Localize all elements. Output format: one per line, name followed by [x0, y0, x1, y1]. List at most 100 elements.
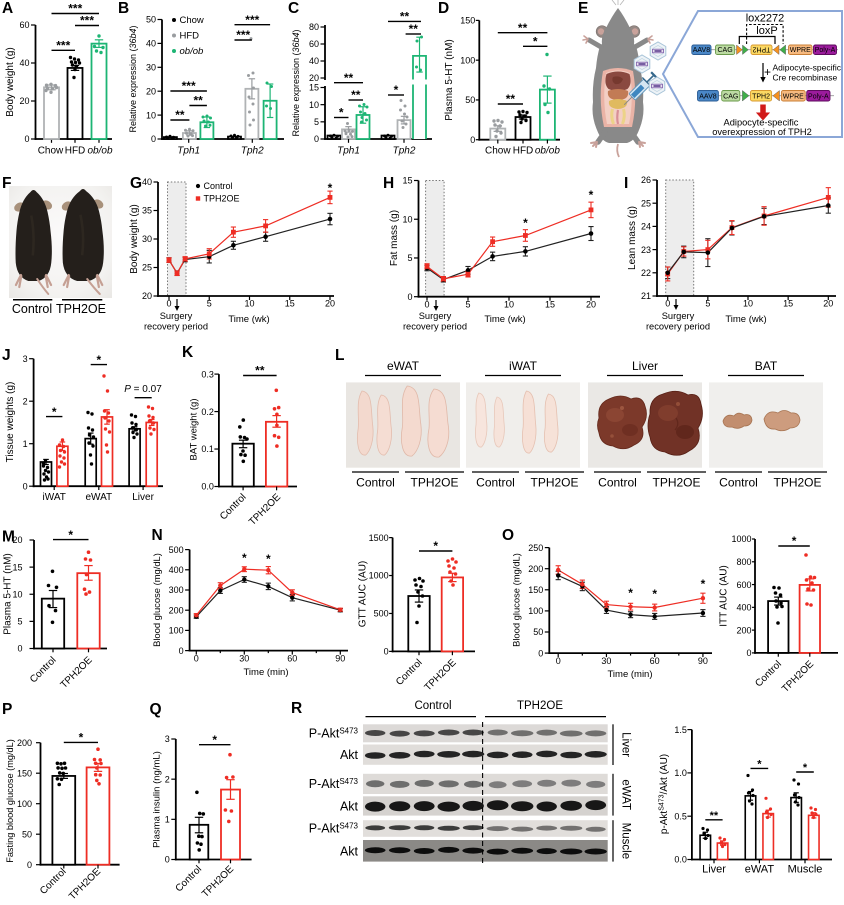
svg-text:Control: Control: [598, 476, 637, 490]
svg-text:CAG: CAG: [723, 94, 738, 101]
svg-text:*: *: [394, 83, 399, 97]
svg-text:Adipocyte-specific: Adipocyte-specific: [773, 63, 842, 73]
svg-text:0: 0: [384, 647, 389, 657]
svg-text:Body weight (g): Body weight (g): [5, 47, 16, 116]
svg-text:0: 0: [314, 134, 319, 144]
svg-text:0: 0: [407, 292, 412, 302]
svg-text:100: 100: [169, 626, 184, 636]
svg-text:0: 0: [424, 300, 429, 310]
svg-text:BAT weight (g): BAT weight (g): [189, 399, 200, 461]
svg-text:20: 20: [309, 73, 319, 83]
svg-text:Time (wk): Time (wk): [725, 314, 766, 325]
svg-text:B: B: [118, 0, 129, 17]
svg-text:Poly-A: Poly-A: [815, 47, 836, 54]
svg-text:*: *: [533, 35, 538, 49]
svg-text:Liver: Liver: [132, 492, 154, 503]
svg-text:Cre recombinase: Cre recombinase: [773, 73, 838, 83]
svg-text:Control: Control: [476, 476, 515, 490]
svg-text:30: 30: [146, 63, 156, 73]
svg-text:R: R: [291, 700, 302, 717]
svg-text:TPH2: TPH2: [752, 45, 770, 52]
svg-text:250: 250: [528, 543, 543, 553]
svg-text:K: K: [182, 344, 194, 361]
svg-text:***: ***: [245, 13, 259, 27]
svg-text:***: ***: [56, 39, 70, 53]
svg-text:D: D: [438, 0, 449, 17]
svg-text:1.0: 1.0: [674, 768, 687, 778]
svg-text:Tph2: Tph2: [393, 146, 416, 157]
svg-text:p-AktS473/Akt (AU): p-AktS473/Akt (AU): [659, 754, 671, 834]
svg-text:15: 15: [402, 176, 412, 186]
svg-text:TPH2: TPH2: [752, 94, 770, 101]
svg-text:Control: Control: [414, 700, 451, 712]
svg-text:1: 1: [165, 815, 170, 825]
svg-text:Chow: Chow: [38, 146, 64, 157]
svg-text:0: 0: [151, 134, 156, 144]
svg-text:200: 200: [17, 738, 32, 748]
svg-text:CAG: CAG: [718, 47, 733, 54]
svg-text:TPH2OE: TPH2OE: [652, 476, 700, 490]
svg-text:*: *: [792, 534, 797, 548]
svg-text:Plasma 5-HT (nM): Plasma 5-HT (nM): [444, 39, 455, 121]
svg-text:60: 60: [287, 654, 297, 664]
svg-text:Liver: Liver: [702, 864, 726, 876]
svg-text:10: 10: [743, 299, 753, 309]
svg-text:10: 10: [504, 300, 514, 310]
svg-text:40: 40: [142, 177, 152, 187]
svg-text:25: 25: [142, 263, 152, 273]
svg-text:O: O: [502, 527, 514, 544]
svg-text:1000: 1000: [369, 571, 389, 581]
svg-text:40: 40: [146, 39, 156, 49]
svg-text:*: *: [266, 552, 271, 566]
svg-text:24: 24: [641, 222, 651, 232]
svg-text:0: 0: [23, 481, 28, 491]
svg-text:L: L: [335, 347, 344, 364]
svg-text:2: 2: [23, 396, 28, 406]
svg-text:eWAT: eWAT: [620, 779, 632, 810]
svg-text:A: A: [2, 0, 13, 17]
svg-text:80: 80: [309, 22, 319, 32]
svg-text:Liver: Liver: [632, 359, 658, 373]
svg-text:20: 20: [586, 300, 596, 310]
svg-text:***: ***: [80, 14, 94, 28]
svg-text:**: **: [400, 10, 410, 24]
svg-text:**: **: [710, 810, 719, 822]
svg-text:0: 0: [538, 648, 543, 658]
svg-text:800: 800: [736, 557, 751, 567]
svg-text:*: *: [79, 731, 84, 745]
svg-text:15: 15: [783, 299, 793, 309]
svg-text:0.0: 0.0: [674, 855, 687, 865]
svg-text:TPH2OE: TPH2OE: [517, 700, 563, 712]
svg-text:5: 5: [17, 617, 22, 627]
svg-text:Blood glucose (mg/dL): Blood glucose (mg/dL): [151, 553, 162, 647]
svg-text:200: 200: [528, 564, 543, 574]
svg-text:TPH2OE: TPH2OE: [410, 476, 458, 490]
svg-text:0: 0: [165, 855, 170, 865]
svg-text:60: 60: [650, 656, 660, 666]
svg-text:**: **: [351, 88, 361, 102]
svg-text:500: 500: [169, 545, 184, 555]
svg-text:1.5: 1.5: [674, 725, 687, 735]
svg-text:0: 0: [17, 644, 22, 654]
svg-text:Control: Control: [356, 476, 395, 490]
svg-text:loxP: loxP: [756, 25, 777, 37]
svg-text:5: 5: [314, 117, 319, 127]
svg-text:Muscle: Muscle: [620, 823, 632, 859]
svg-text:0: 0: [194, 654, 199, 664]
svg-text:P = 0.07: P = 0.07: [124, 384, 162, 395]
svg-text:Tph1: Tph1: [337, 146, 360, 157]
svg-text:26: 26: [641, 175, 651, 185]
svg-text:Lean mass (g): Lean mass (g): [627, 206, 638, 270]
svg-text:10: 10: [12, 589, 22, 599]
svg-text:*: *: [652, 587, 657, 601]
svg-text:100: 100: [460, 55, 475, 65]
svg-text:Akt: Akt: [340, 748, 359, 762]
svg-text:35: 35: [142, 206, 152, 216]
svg-text:*: *: [68, 528, 73, 542]
svg-text:500: 500: [374, 609, 389, 619]
svg-text:50: 50: [22, 829, 32, 839]
svg-text:M: M: [2, 529, 15, 546]
svg-text:20: 20: [823, 299, 833, 309]
svg-text:0.3: 0.3: [201, 369, 214, 379]
svg-text:Fasting blood glucose (mg/dL): Fasting blood glucose (mg/dL): [5, 739, 15, 863]
